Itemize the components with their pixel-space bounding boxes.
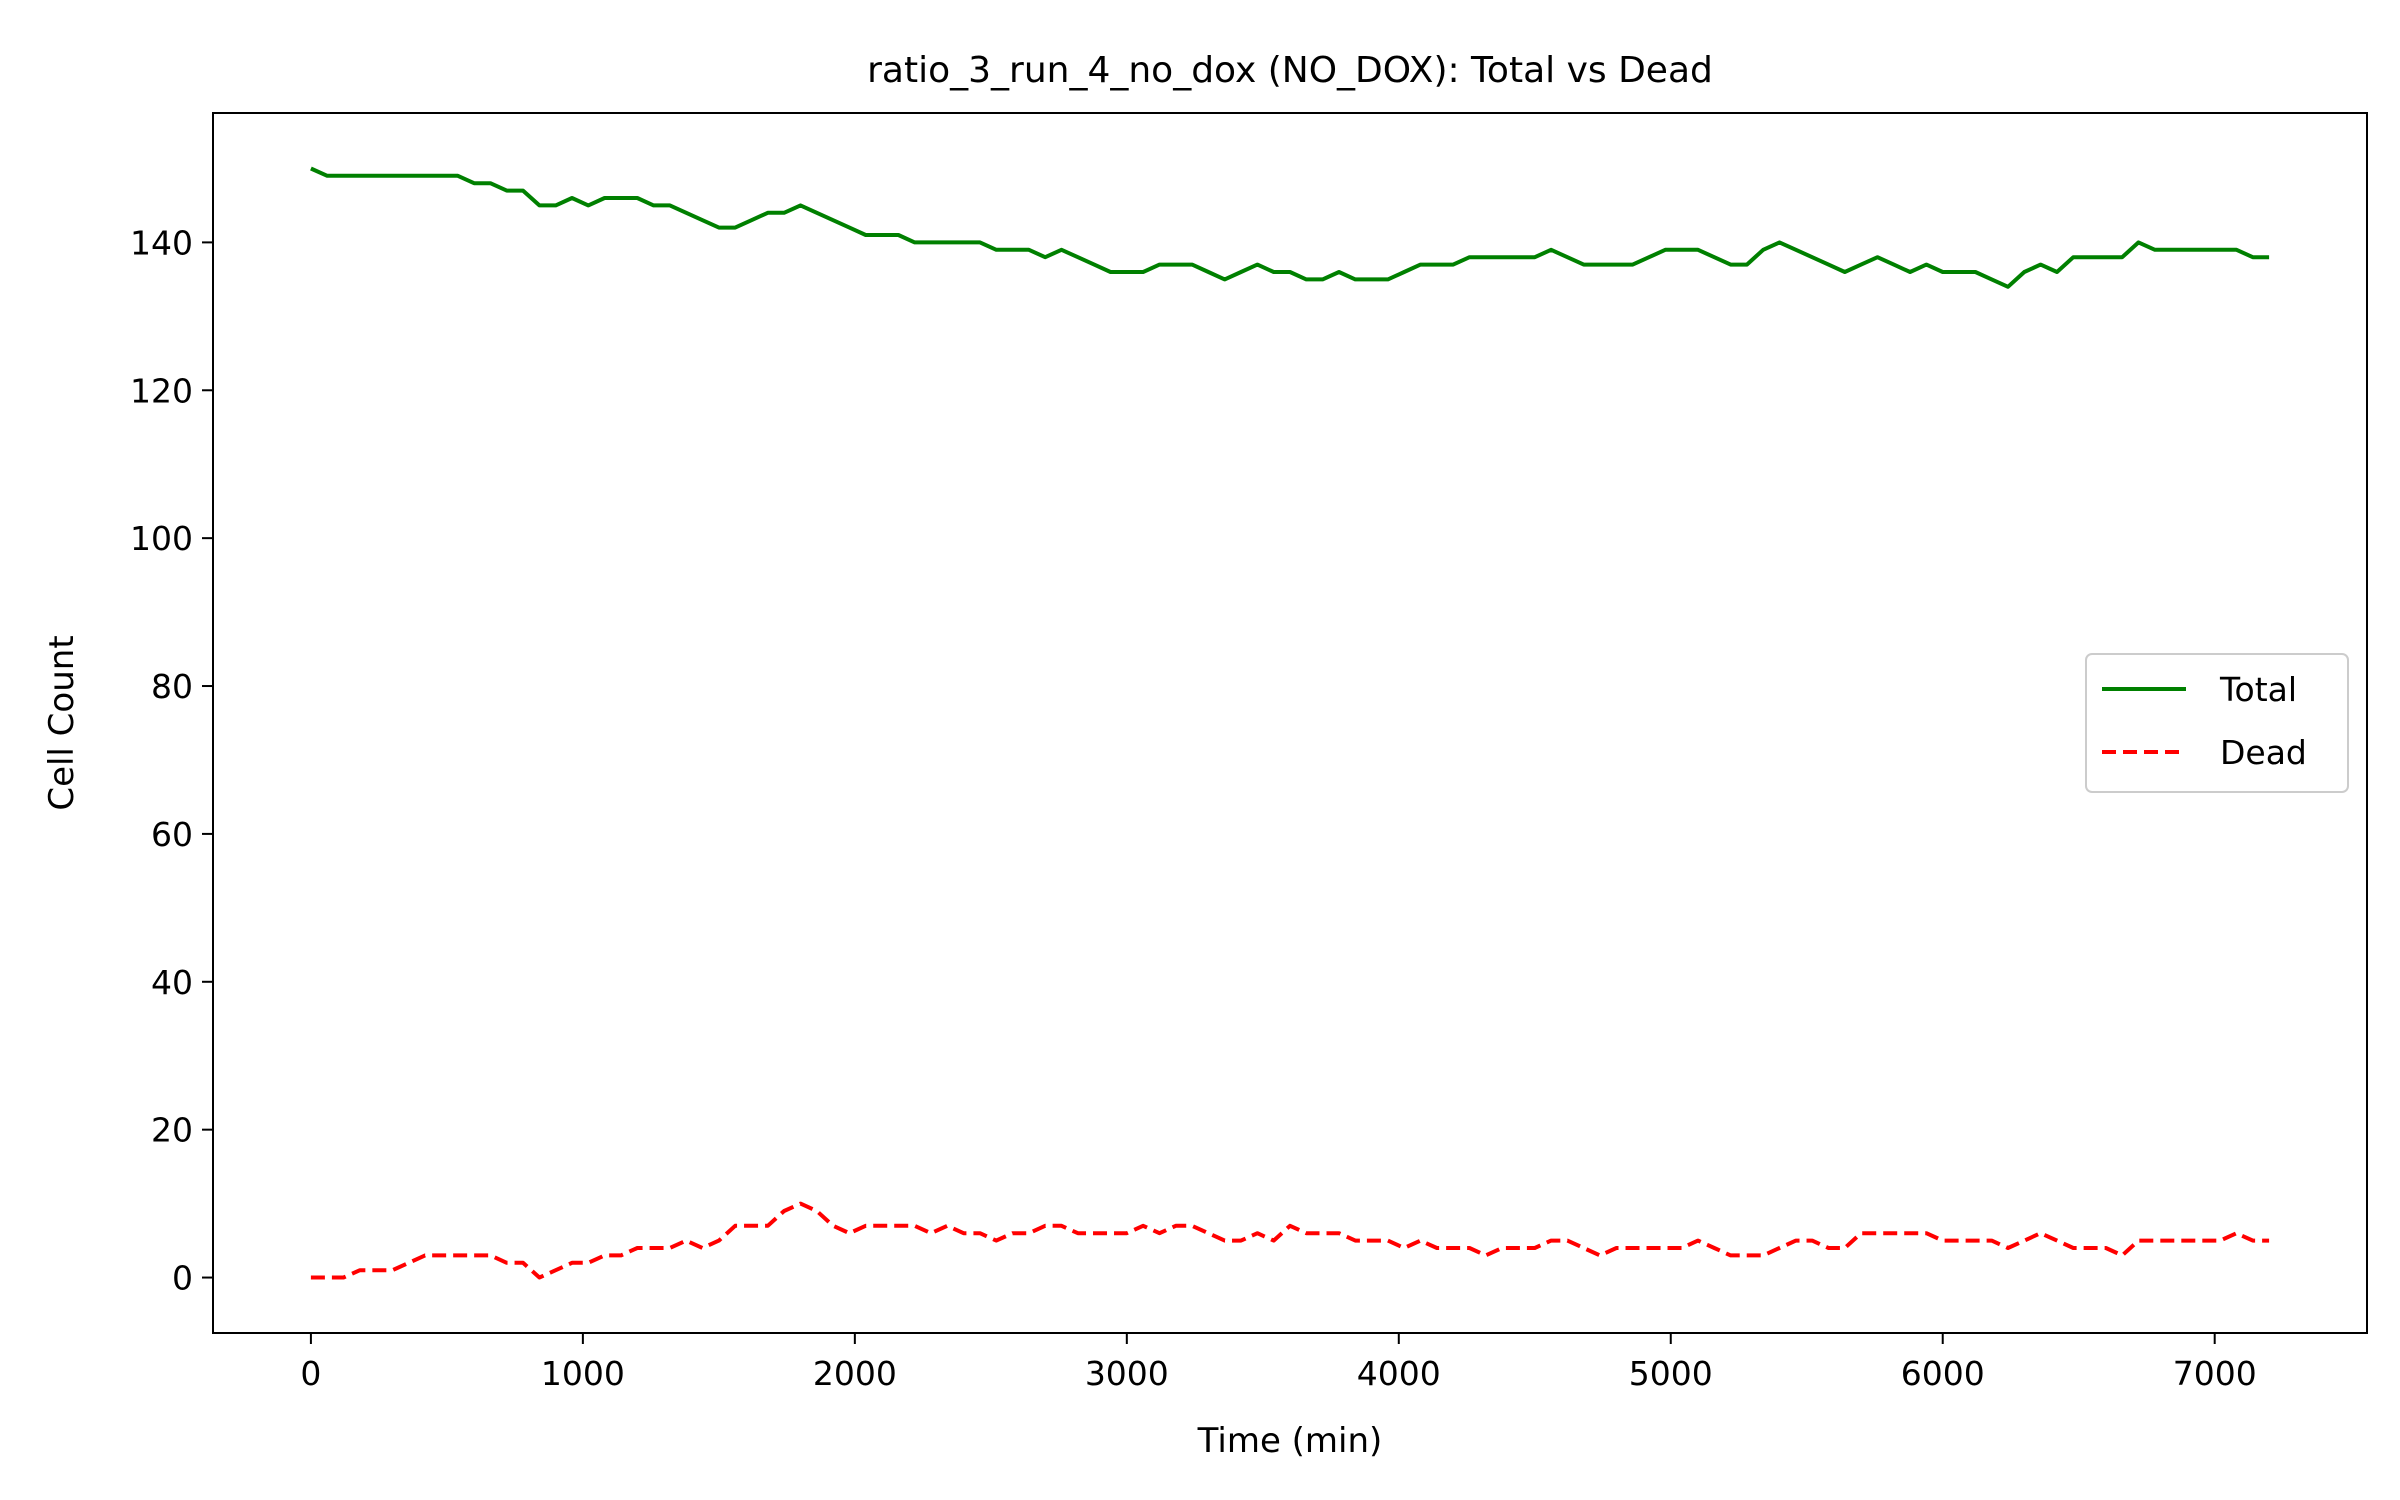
- y-tick-label: 0: [172, 1259, 193, 1298]
- series-layer: [310, 166, 2270, 1280]
- y-tick-label: 60: [151, 815, 193, 854]
- chart-title: ratio_3_run_4_no_dox (NO_DOX): Total vs …: [867, 50, 1713, 91]
- legend: Total Dead: [2085, 653, 2349, 793]
- x-tick-label: 2000: [813, 1354, 897, 1393]
- y-tick-label: 80: [151, 667, 193, 706]
- x-axis-label: Time (min): [1197, 1421, 1383, 1461]
- y-axis-label: Cell Count: [42, 635, 82, 810]
- x-tick-label: 7000: [2173, 1354, 2257, 1393]
- x-tick-label: 4000: [1357, 1354, 1441, 1393]
- y-tick-label: 40: [151, 963, 193, 1002]
- y-tick-label: 120: [130, 371, 193, 410]
- y-tick-label: 100: [130, 519, 193, 558]
- x-axis-ticks: 0 1000 2000 3000 4000 5000 6000 7000: [300, 1333, 2257, 1393]
- y-tick-label: 20: [151, 1111, 193, 1150]
- x-tick-label: 5000: [1629, 1354, 1713, 1393]
- y-axis-ticks: 0 20 40 60 80 100 120 140: [130, 223, 213, 1298]
- series-line-total: [310, 166, 2270, 289]
- legend-box: [2085, 653, 2349, 793]
- x-tick-label: 6000: [1901, 1354, 1985, 1393]
- x-tick-label: 1000: [541, 1354, 625, 1393]
- y-tick-label: 140: [130, 223, 193, 262]
- legend-total-label: Total: [2219, 670, 2297, 709]
- series-line-dead: [310, 1201, 2270, 1280]
- legend-dead-label: Dead: [2220, 733, 2307, 772]
- x-tick-label: 3000: [1085, 1354, 1169, 1393]
- x-tick-label: 0: [300, 1354, 321, 1393]
- plot-frame: [212, 112, 2368, 1334]
